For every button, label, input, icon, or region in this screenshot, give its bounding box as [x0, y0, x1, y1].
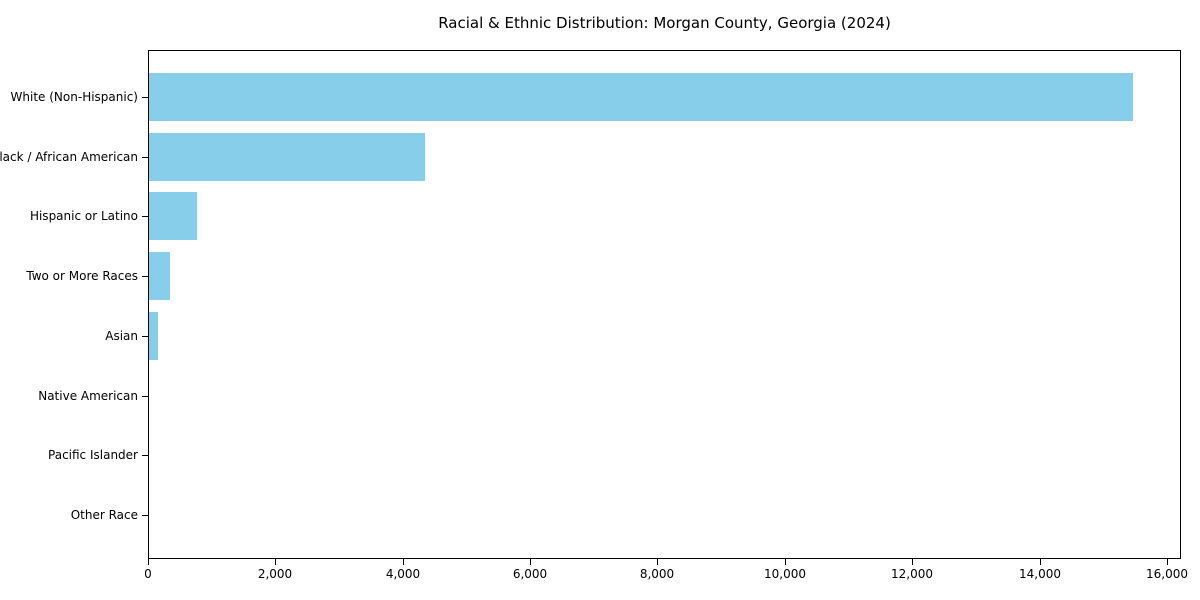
x-tick-mark [403, 559, 404, 565]
x-tick-mark [1040, 559, 1041, 565]
bar-two-or-more-races [149, 252, 170, 300]
x-tick-label: 14,000 [1019, 567, 1061, 581]
x-tick-mark [912, 559, 913, 565]
chart-title: Racial & Ethnic Distribution: Morgan Cou… [438, 14, 891, 32]
y-tick-mark [142, 276, 148, 277]
x-tick-mark [1167, 559, 1168, 565]
y-tick-label: Other Race [70, 508, 138, 522]
x-tick-mark [275, 559, 276, 565]
y-tick-mark [142, 157, 148, 158]
bar-hispanic-or-latino [149, 192, 197, 240]
y-tick-mark [142, 97, 148, 98]
y-tick-label: Native American [38, 389, 138, 403]
x-tick-label: 10,000 [764, 567, 806, 581]
x-tick-mark [148, 559, 149, 565]
y-tick-label: Hispanic or Latino [29, 209, 138, 223]
x-tick-label: 4,000 [385, 567, 421, 581]
x-tick-label: 16,000 [1146, 567, 1188, 581]
y-tick-mark [142, 216, 148, 217]
y-tick-mark [142, 455, 148, 456]
x-tick-label: 0 [144, 567, 152, 581]
x-tick-label: 8,000 [639, 567, 675, 581]
plot-area [148, 50, 1181, 559]
bar-white-non-hispanic [149, 73, 1133, 121]
x-tick-mark [530, 559, 531, 565]
y-tick-mark [142, 336, 148, 337]
x-tick-mark [785, 559, 786, 565]
bar-black-african-american [149, 133, 425, 181]
x-tick-mark [657, 559, 658, 565]
y-tick-label: Asian [105, 329, 138, 343]
x-tick-label: 12,000 [891, 567, 933, 581]
bar-asian [149, 312, 158, 360]
y-tick-label: Two or More Races [26, 269, 138, 283]
x-tick-label: 6,000 [512, 567, 548, 581]
x-tick-label: 2,000 [257, 567, 293, 581]
y-tick-label: Pacific Islander [48, 448, 138, 462]
y-tick-mark [142, 515, 148, 516]
y-tick-label: White (Non-Hispanic) [10, 90, 138, 104]
y-tick-mark [142, 396, 148, 397]
y-tick-label: Black / African American [0, 150, 138, 164]
